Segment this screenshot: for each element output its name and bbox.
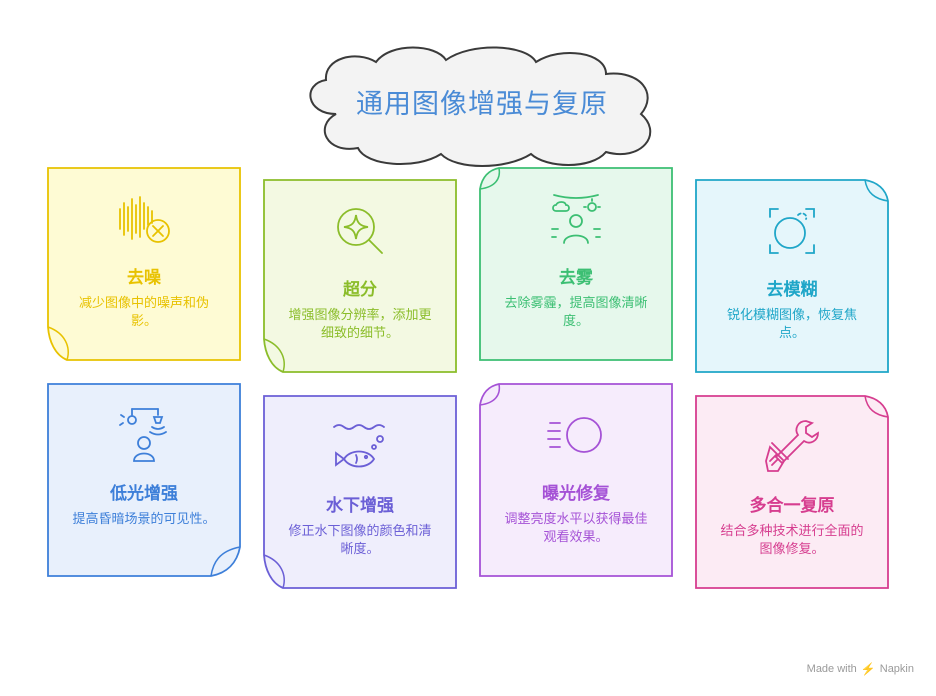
brand-label: Napkin xyxy=(879,663,914,675)
cloud-shape xyxy=(309,46,652,167)
card-background xyxy=(263,179,457,373)
card-1: 去噪 减少图像中的噪声和伪影。 xyxy=(47,167,241,361)
card-2: 超分 增强图像分辨率，添加更细致的细节。 xyxy=(263,179,457,373)
card-title: 去模糊 xyxy=(766,280,818,300)
card-6: 水下增强 修正水下图像的颜色和清晰度。 xyxy=(263,395,457,589)
card-description: 修正水下图像的颜色和清晰度。 xyxy=(288,524,432,557)
card-title: 多合一复原 xyxy=(749,496,835,516)
card-7: 曝光修复 调整亮度水平以获得最佳观看效果。 xyxy=(479,383,673,577)
lamp-person-icon xyxy=(47,405,241,465)
card-5: 低光增强 提高昏暗场景的可见性。 xyxy=(47,383,241,577)
card-title: 超分 xyxy=(343,280,377,300)
card-description: 结合多种技术进行全面的图像修复。 xyxy=(720,524,864,557)
card-background xyxy=(479,383,673,577)
card-title: 水下增强 xyxy=(326,496,394,516)
card-background xyxy=(695,395,889,589)
card-background xyxy=(47,383,241,577)
sun-lines-icon xyxy=(479,405,673,465)
card-description: 调整亮度水平以获得最佳观看效果。 xyxy=(504,512,648,545)
title-cloud: 通用图像增强与复原 xyxy=(296,44,668,168)
card-title: 去雾 xyxy=(559,268,593,288)
card-description: 提高昏暗场景的可见性。 xyxy=(72,512,216,527)
napkin-logo-icon: ⚡ xyxy=(860,662,876,676)
focus-circle-icon xyxy=(695,201,889,261)
fish-water-icon xyxy=(263,417,457,477)
card-background xyxy=(479,167,673,361)
card-4: 去模糊 锐化模糊图像，恢复焦点。 xyxy=(695,179,889,373)
card-description: 去除雾霾，提高图像清晰度。 xyxy=(504,296,648,329)
page-title: 通用图像增强与复原 xyxy=(356,89,608,120)
card-title: 低光增强 xyxy=(110,484,178,504)
sparkle-magnifier-icon xyxy=(263,201,457,261)
card-background xyxy=(47,167,241,361)
card-background xyxy=(695,179,889,373)
card-3: 去雾 去除雾霾，提高图像清晰度。 xyxy=(479,167,673,361)
waveform-x-icon xyxy=(47,189,241,249)
wrench-tools-icon xyxy=(695,417,889,477)
card-background xyxy=(263,395,457,589)
card-description: 减少图像中的噪声和伪影。 xyxy=(78,296,209,329)
footer: Made with ⚡ Napkin xyxy=(807,662,914,676)
person-weather-icon xyxy=(479,189,673,249)
card-description: 锐化模糊图像，恢复焦点。 xyxy=(726,308,857,341)
made-with-label: Made with xyxy=(806,663,857,675)
card-description: 增强图像分辨率，添加更细致的细节。 xyxy=(288,308,432,341)
card-8: 多合一复原 结合多种技术进行全面的图像修复。 xyxy=(695,395,889,589)
card-title: 去噪 xyxy=(127,268,161,288)
card-title: 曝光修复 xyxy=(542,484,610,504)
